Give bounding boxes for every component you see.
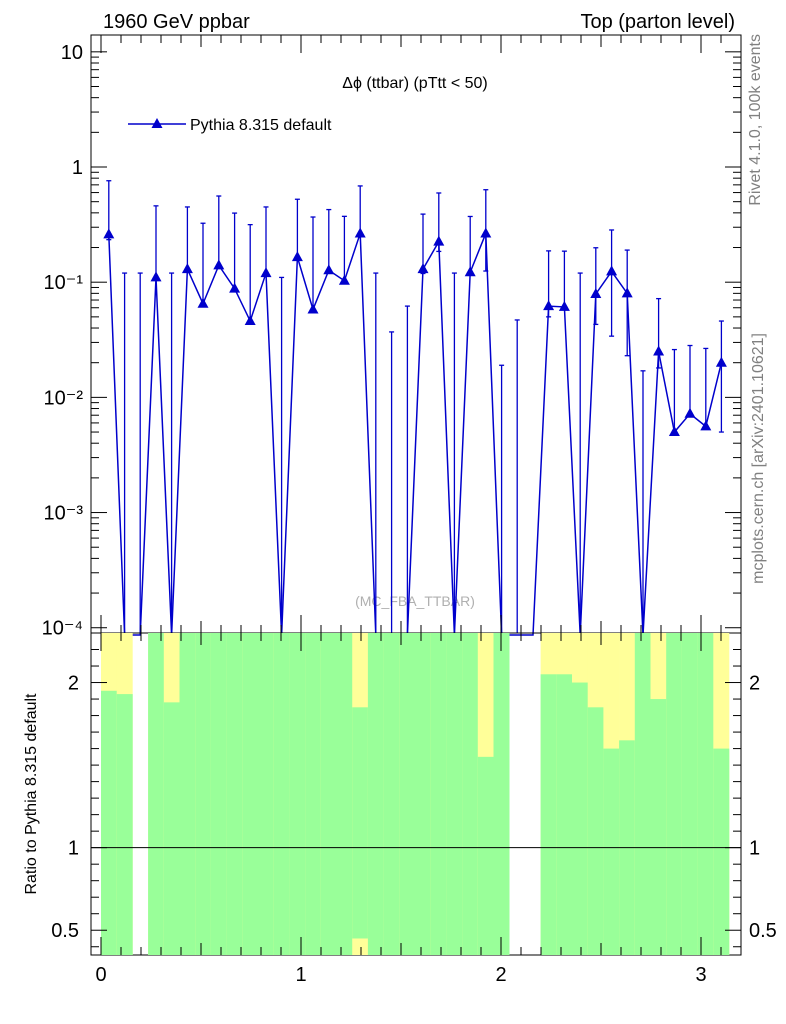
y-tick-label: 10⁻⁴ — [42, 618, 83, 640]
data-point — [715, 356, 727, 367]
data-point — [668, 426, 680, 437]
ratio-stat-band — [210, 633, 227, 955]
data-point — [197, 297, 209, 308]
ratio-stat-band — [226, 633, 243, 955]
ratio-y-ticks: 0.5 0.5 1 1 2 2 — [51, 649, 777, 948]
ratio-stat-band — [650, 699, 667, 955]
ratio-stat-band — [383, 633, 400, 955]
ratio-y-tick-label-right: 1 — [749, 838, 760, 860]
ratio-y-label: Ratio to Pythia 8.315 default — [23, 693, 40, 895]
ratio-stat-band — [666, 633, 683, 955]
ratio-y-tick-label-right: 0.5 — [749, 920, 777, 942]
y-tick-label: 10⁻³ — [44, 503, 84, 525]
data-point — [291, 251, 303, 262]
ratio-stat-band — [462, 633, 479, 955]
ratio-stat-band — [713, 748, 730, 955]
data-point — [338, 274, 350, 285]
ratio-stat-band — [116, 694, 133, 955]
data-point — [354, 227, 366, 238]
data-point — [181, 263, 193, 274]
data-point — [433, 235, 445, 246]
ratio-stat-band — [587, 707, 604, 955]
data-point — [590, 287, 602, 298]
ratio-y-tick-label-left: 1 — [68, 838, 79, 860]
ratio-y-tick-label-right: 2 — [749, 673, 760, 695]
main-panel: 10⁻⁴ 10⁻³ 10⁻² 10⁻¹ 1 10 Δϕ (ttbar) (pTtt < 5… — [42, 34, 742, 640]
data-point — [323, 264, 335, 275]
ratio-stat-band — [258, 633, 274, 955]
ratio-stat-band — [367, 633, 384, 955]
ratio-stat-band — [477, 756, 494, 955]
ratio-stat-band — [195, 633, 212, 955]
data-point — [417, 263, 429, 274]
data-point — [213, 259, 225, 270]
ratio-stat-band — [415, 633, 431, 955]
y-tick-label: 1 — [72, 157, 83, 179]
main-y-ticks — [91, 51, 741, 629]
ratio-stat-band — [101, 690, 117, 955]
ratio-panel: 0.5 0.5 1 1 2 2 0 1 2 3 Ratio to Pythia 8.315 de… — [23, 35, 777, 986]
data-point — [606, 265, 618, 276]
ratio-stat-band — [572, 682, 588, 955]
ratio-stat-band — [603, 748, 620, 955]
beam-label: 1960 GeV ppbar — [103, 11, 250, 33]
series-pythia — [103, 180, 727, 636]
ratio-stat-band — [681, 633, 698, 955]
ratio-stat-band — [493, 633, 510, 955]
ratio-stat-band — [163, 702, 180, 955]
data-point — [464, 266, 476, 277]
ratio-stat-band — [556, 674, 573, 955]
x-ticks: 0 1 2 3 — [95, 35, 742, 986]
ratio-stat-band — [336, 633, 353, 955]
data-point — [684, 407, 696, 418]
data-point — [244, 315, 256, 326]
ratio-stat-band — [446, 633, 463, 955]
analysis-watermark: (MC_FBA_TTBAR) — [355, 593, 475, 609]
legend: Pythia 8.315 default — [128, 117, 332, 134]
data-point — [543, 300, 555, 311]
data-point — [653, 345, 665, 356]
ratio-stat-band — [242, 633, 259, 955]
ratio-stat-band — [634, 633, 651, 955]
data-point — [480, 227, 492, 238]
site-label: mcplots.cern.ch [arXiv:2401.10621] — [750, 333, 767, 584]
x-tick-label: 3 — [695, 964, 706, 986]
data-point — [103, 228, 115, 239]
plot-title: Δϕ (ttbar) (pTtt < 50) — [342, 75, 487, 92]
data-point — [260, 267, 272, 278]
ratio-stat-band — [697, 633, 714, 955]
ratio-stat-band — [430, 633, 447, 955]
process-label: Top (parton level) — [580, 11, 735, 33]
ratio-bands — [101, 633, 730, 955]
data-point — [307, 303, 319, 314]
x-tick-label: 2 — [495, 964, 506, 986]
data-point — [150, 271, 162, 282]
legend-marker — [151, 118, 163, 128]
y-tick-label: 10⁻¹ — [44, 272, 84, 294]
ratio-stat-band — [320, 633, 337, 955]
ratio-stat-band — [399, 633, 416, 955]
y-tick-label: 10⁻² — [44, 387, 84, 409]
ratio-stat-band — [289, 633, 306, 955]
ratio-stat-band — [179, 633, 196, 955]
ratio-y-tick-label-left: 2 — [68, 673, 79, 695]
x-tick-label: 0 — [95, 964, 106, 986]
y-tick-label: 10 — [61, 42, 83, 64]
data-point — [621, 287, 633, 298]
rivet-version-label: Rivet 4.1.0, 100k events — [747, 34, 764, 206]
legend-label: Pythia 8.315 default — [190, 117, 332, 134]
ratio-stat-band — [148, 633, 165, 955]
series-line — [108, 233, 723, 636]
main-y-tick-labels: 10⁻⁴ 10⁻³ 10⁻² 10⁻¹ 1 10 — [42, 42, 84, 640]
data-point — [558, 300, 570, 311]
ratio-stat-band — [352, 707, 369, 939]
ratio-stat-band — [540, 674, 557, 955]
ratio-stat-band — [305, 633, 322, 955]
data-point — [700, 420, 712, 431]
data-point — [229, 282, 241, 293]
ratio-stat-band — [273, 633, 290, 955]
x-tick-label: 1 — [295, 964, 306, 986]
ratio-y-tick-label-left: 0.5 — [51, 920, 79, 942]
